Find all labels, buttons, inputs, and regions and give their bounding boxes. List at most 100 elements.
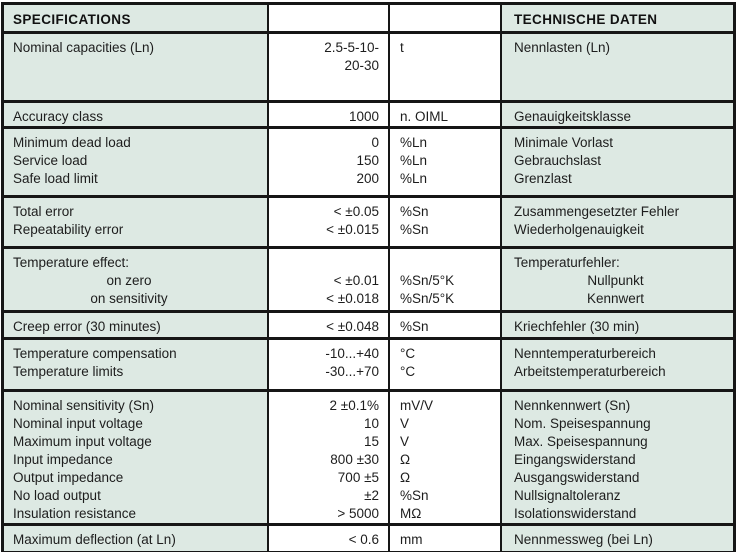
text-line: Nullsignaltoleranz: [514, 488, 621, 503]
text-line: Nenntemperaturbereich: [514, 346, 656, 361]
text-line: < ±0.015: [326, 222, 379, 237]
text-line: Insulation resistance: [13, 506, 137, 521]
text-line: Safe load limit: [13, 171, 98, 186]
text-line: Ω: [400, 470, 411, 485]
text-line: 15: [363, 434, 379, 449]
value-cell: -10...+40 -30...+70: [267, 340, 388, 389]
header-value-column: [267, 5, 388, 31]
text-line: Accuracy class: [13, 109, 104, 124]
text-line: Nullpunkt: [587, 273, 644, 288]
spec-label-cell: Creep error (30 minutes): [4, 313, 267, 337]
text-line: Total error: [13, 204, 74, 219]
text-line: Nennkennwert (Sn): [514, 398, 631, 413]
text-line: 0: [371, 135, 379, 150]
german-label-cell: Nennkennwert (Sn) Nom. Speisespannung Max.…: [500, 392, 733, 523]
text-line: Temperature limits: [13, 364, 124, 379]
text-line: Max. Speisespannung: [514, 434, 648, 449]
text-line: Grenzlast: [514, 171, 572, 186]
text-line: Minimale Vorlast: [514, 135, 614, 150]
text-line: 1000: [348, 109, 379, 124]
text-line: %Ln: [400, 153, 428, 168]
text-line: > 5000: [337, 506, 379, 521]
text-line: Isolationswiderstand: [514, 506, 637, 521]
spec-label-cell: Temperature effect: on zero on sensitivity: [4, 249, 267, 310]
text-line: < ±0.05: [333, 204, 379, 219]
text-line: MΩ: [400, 506, 422, 521]
value-cell: 1000: [267, 103, 388, 126]
text-line: %Sn: [400, 204, 429, 219]
text-line: %Ln: [400, 171, 428, 186]
text-line: Kennwert: [586, 291, 645, 306]
table-row: Nominal sensitivity (Sn) Nominal input vo…: [4, 392, 733, 526]
text-line: -10...+40: [325, 346, 379, 361]
text-line: Maximum deflection (at Ln): [13, 532, 176, 547]
value-cell: < ±0.01 < ±0.018: [267, 249, 388, 310]
text-line: < ±0.018: [326, 291, 379, 306]
table-row: Accuracy class 1000 n. OIML Genauigkeitskla…: [4, 103, 733, 129]
text-line: Nennmessweg (bei Ln): [514, 532, 653, 547]
german-label-cell: Nennlasten (Ln): [500, 34, 733, 100]
spec-label-cell: Temperature compensation Temperature limi…: [4, 340, 267, 389]
text-line: Service load: [13, 153, 88, 168]
header-specifications: SPECIFICATIONS: [4, 5, 267, 31]
text-line: < ±0.048: [326, 319, 379, 334]
table-row: Minimum dead load Service load Safe load l…: [4, 129, 733, 198]
text-line: Eingangswiderstand: [514, 452, 636, 467]
text-line: 2 ±0.1%: [329, 398, 379, 413]
unit-cell: %Sn: [388, 313, 500, 337]
text-line: ±2: [364, 488, 379, 503]
text-line: %Sn: [400, 319, 429, 334]
text-line: Creep error (30 minutes): [13, 319, 161, 334]
table-row: Nominal capacities (Ln) 2.5-5-10- 20-30 t Ne…: [4, 34, 733, 103]
text-line: Gebrauchslast: [514, 153, 602, 168]
value-cell: 0 150 200: [267, 129, 388, 195]
table-row: Creep error (30 minutes) < ±0.048 %Sn Kriec…: [4, 313, 733, 340]
text-line: [273, 254, 379, 272]
text-line: 700 ±5: [337, 470, 379, 485]
unit-cell: %Sn/5°K %Sn/5°K: [388, 249, 500, 310]
german-label-cell: Temperaturfehler: Nullpunkt Kennwert: [500, 249, 733, 310]
text-line: Output impedance: [13, 470, 124, 485]
german-label-cell: Genauigkeitsklasse: [500, 103, 733, 126]
unit-cell: %Sn %Sn: [388, 198, 500, 246]
spec-label-cell: Minimum dead load Service load Safe load l…: [4, 129, 267, 195]
text-line: t: [400, 40, 404, 55]
value-cell: 2 ±0.1% 10 15 800 ±30 700 ±5 ±2 > 5000: [267, 392, 388, 523]
text-line: on zero: [106, 273, 152, 288]
text-line: n. OIML: [400, 109, 449, 124]
text-line: Arbeitstemperaturbereich: [514, 364, 666, 379]
unit-cell: %Ln %Ln %Ln: [388, 129, 500, 195]
text-line: 200: [356, 171, 379, 186]
value-cell: < ±0.048: [267, 313, 388, 337]
text-line: °C: [400, 364, 416, 379]
text-line: Input impedance: [13, 452, 113, 467]
german-label-cell: Minimale Vorlast Gebrauchslast Grenzlast: [500, 129, 733, 195]
text-line: V: [400, 434, 410, 449]
spec-label-cell: Nominal sensitivity (Sn) Nominal input vo…: [4, 392, 267, 523]
text-line: < ±0.01: [333, 273, 379, 288]
text-line: Nominal sensitivity (Sn): [13, 398, 155, 413]
text-line: %Ln: [400, 135, 428, 150]
text-line: Temperature compensation: [13, 346, 177, 361]
german-label-cell: Kriechfehler (30 min): [500, 313, 733, 337]
text-line: on sensitivity: [90, 291, 168, 306]
german-label-cell: Nennmessweg (bei Ln): [500, 526, 733, 551]
text-line: Maximum input voltage: [13, 434, 152, 449]
text-line: Temperaturfehler:: [514, 255, 620, 270]
text-line: Nominal input voltage: [13, 416, 143, 431]
text-line: 800 ±30: [330, 452, 379, 467]
unit-cell: mm: [388, 526, 500, 551]
text-line: Ausgangswiderstand: [514, 470, 640, 485]
text-line: Temperature effect:: [13, 255, 130, 270]
table-row: Total error Repeatability error < ±0.05 < ±…: [4, 198, 733, 249]
text-line: %Sn/5°K: [400, 273, 455, 288]
text-line: °C: [400, 346, 416, 361]
header-unit-column: [388, 5, 500, 31]
text-line: Nennlasten (Ln): [514, 40, 611, 55]
spec-label-cell: Maximum deflection (at Ln): [4, 526, 267, 551]
text-line: %Sn/5°K: [400, 291, 455, 306]
text-line: Zusammengesetzter Fehler: [514, 204, 680, 219]
text-line: V: [400, 416, 410, 431]
